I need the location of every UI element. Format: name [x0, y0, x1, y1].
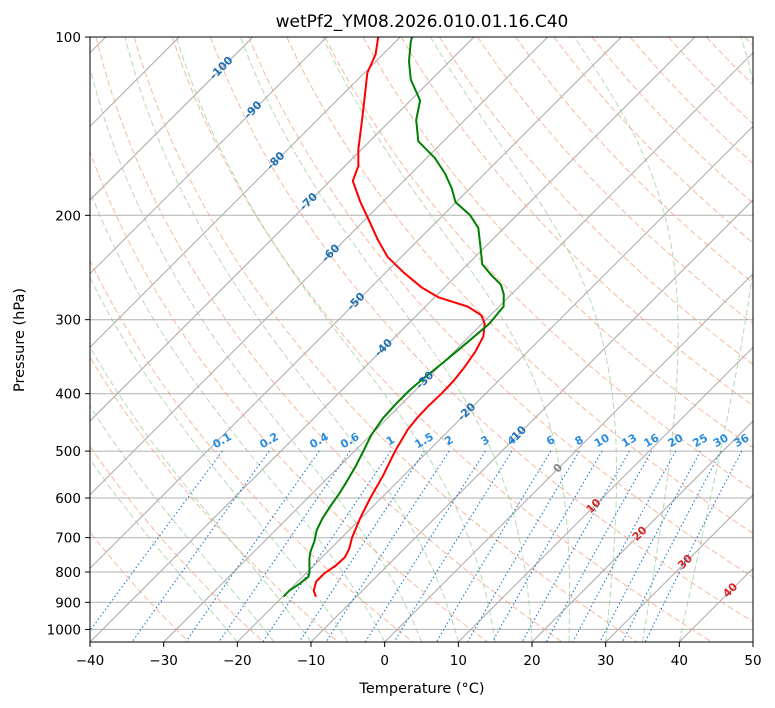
grid-layer: [90, 37, 753, 642]
moist-adiabat: [90, 65, 422, 642]
isotherm-line: [90, 37, 549, 496]
moist-adiabat: [90, 189, 386, 642]
mixing-ratio-line: [621, 450, 722, 642]
moist-adiabat: [239, 37, 533, 642]
dry-adiabat: [362, 37, 753, 449]
mixing-ratio-line: [491, 450, 603, 642]
x-axis-title: Temperature (°C): [358, 681, 484, 697]
x-tick-label: 50: [744, 653, 761, 669]
isotherm-line: [90, 37, 254, 201]
y-tick-label: 800: [55, 565, 81, 581]
x-tick-label: 0: [380, 653, 389, 669]
y-tick-label: 1000: [47, 622, 81, 638]
moist-adiabat: [175, 37, 496, 642]
mixing-ratio-line: [218, 450, 351, 642]
axis-layer: −40 −30 −20 −10 0 10 20 30 40 50 1000 900 800 700 600 5…: [47, 30, 762, 669]
y-tick-label: 100: [55, 30, 81, 46]
dry-adiabat: [248, 37, 753, 578]
x-tick-label: −40: [76, 653, 105, 669]
mixing-ratio-line: [545, 450, 653, 642]
isotherm-line: [90, 37, 328, 275]
dry-adiabat: [477, 37, 753, 325]
mixing-ratio-line: [435, 450, 552, 642]
isotherm-line: [531, 420, 753, 642]
moist-adiabat: [322, 37, 571, 642]
dry-adiabat: [90, 531, 190, 642]
dry-adiabat: [95, 37, 563, 642]
mixing-ratio-line: [185, 450, 320, 642]
isotherm-line: [310, 199, 753, 642]
mixing-ratio-line: [599, 450, 701, 642]
dry-adiabat: [629, 37, 753, 165]
mixing-ratio-line: [521, 450, 630, 642]
isotherm-line: [163, 51, 753, 642]
isotherm-line: [90, 37, 401, 349]
moist-adiabat: [574, 37, 679, 642]
temperature-profile: [312, 37, 486, 597]
isotherm-line: [384, 272, 753, 642]
isotherm-line: [236, 125, 753, 642]
dry-adiabat: [90, 445, 264, 642]
moist-adiabat: [90, 276, 349, 642]
x-tick-label: 10: [450, 653, 467, 669]
x-tick-label: −10: [297, 653, 326, 669]
data-layer: [282, 37, 505, 598]
moist-adiabat: [90, 345, 312, 642]
y-tick-label: 600: [55, 491, 81, 507]
x-tick-label: −30: [149, 653, 178, 669]
y-tick-label: 200: [55, 208, 81, 224]
x-tick-label: 30: [597, 653, 614, 669]
dry-adiabat: [515, 37, 753, 284]
mixing-ratio-line: [572, 450, 677, 642]
moist-adiabat: [678, 37, 753, 642]
moist-adiabat: [124, 37, 459, 642]
y-tick-label: 700: [55, 531, 81, 547]
mixing-ratio-line: [467, 450, 580, 642]
y-tick-label: 900: [55, 595, 81, 611]
moist-adiabat: [90, 458, 238, 642]
dry-adiabat: [400, 37, 753, 407]
dewpoint-profile: [282, 37, 505, 598]
x-tick-label: 40: [671, 653, 688, 669]
moist-adiabat: [430, 37, 617, 642]
y-tick-label: 500: [55, 444, 81, 460]
dry-adiabat: [591, 37, 753, 204]
x-tick-label: −20: [223, 653, 252, 669]
dry-adiabat: [171, 37, 712, 642]
dry-adiabat: [438, 37, 753, 366]
x-tick-label: 20: [523, 653, 540, 669]
mixing-ratio-line: [393, 450, 513, 642]
plot-frame: [89, 36, 754, 643]
moist-adiabat: [90, 405, 275, 642]
mixing-ratio-line: [131, 450, 270, 642]
dry-adiabat: [210, 37, 753, 623]
isotherm-line: [605, 493, 753, 642]
y-tick-label: 400: [55, 387, 81, 403]
y-tick-label: 300: [55, 313, 81, 329]
isotherm-line: [90, 37, 622, 570]
dry-adiabat: [133, 37, 638, 642]
isotherm-line: [90, 37, 475, 422]
y-axis-title: Pressure (hPa): [12, 288, 28, 392]
chart-title: wetPf2_YM08.2026.010.01.16.C40: [276, 12, 569, 32]
isotherm-line: [457, 346, 753, 642]
dry-adiabat: [90, 259, 414, 642]
mixing-ratio-line: [364, 450, 486, 642]
